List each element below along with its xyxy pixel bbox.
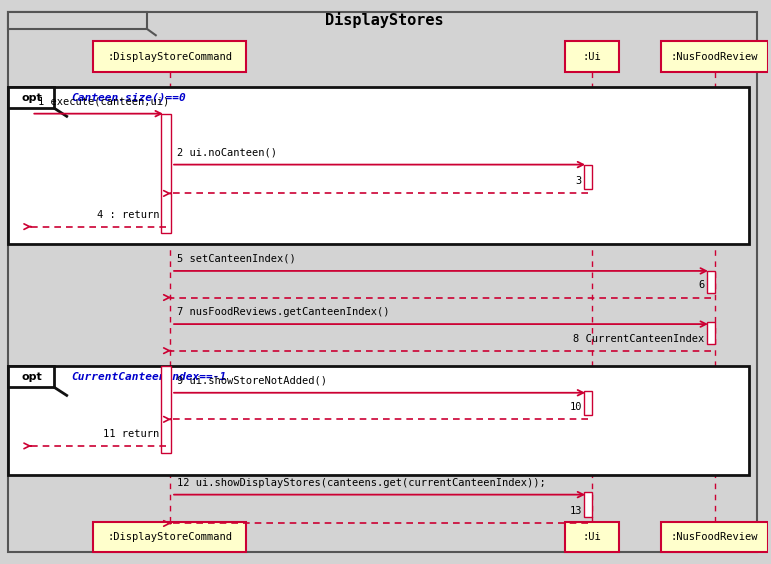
Text: 1 execute(canteen,ui): 1 execute(canteen,ui) (38, 96, 169, 107)
Text: 9 ui.showStoreNotAdded(): 9 ui.showStoreNotAdded() (177, 376, 327, 386)
Text: 13: 13 (569, 506, 582, 517)
Text: DisplayStores: DisplayStores (325, 12, 444, 28)
Text: 3: 3 (576, 177, 582, 186)
Bar (565, 522, 618, 552)
Text: 11 return: 11 return (103, 429, 160, 439)
Text: :DisplayStoreCommand: :DisplayStoreCommand (107, 51, 232, 61)
Bar (8, 87, 55, 108)
Bar (8, 87, 749, 244)
Bar (584, 165, 592, 189)
Text: 4 : return: 4 : return (97, 210, 160, 219)
Bar (706, 322, 715, 344)
Bar (93, 41, 247, 72)
Bar (8, 366, 55, 387)
Text: 12 ui.showDisplayStores(canteens.get(currentCanteenIndex));: 12 ui.showDisplayStores(canteens.get(cur… (177, 478, 546, 487)
Bar (161, 114, 170, 233)
Bar (706, 271, 715, 293)
Bar (661, 41, 769, 72)
Text: :Ui: :Ui (582, 532, 601, 542)
Text: 5 setCanteenIndex(): 5 setCanteenIndex() (177, 254, 296, 264)
Bar (565, 41, 618, 72)
Text: :NusFoodReview: :NusFoodReview (671, 51, 759, 61)
Bar (8, 366, 749, 475)
Bar (584, 492, 592, 517)
Text: :DisplayStoreCommand: :DisplayStoreCommand (107, 532, 232, 542)
Bar (161, 366, 170, 453)
Text: 10: 10 (569, 402, 582, 412)
Text: 6: 6 (699, 280, 705, 290)
Text: Canteen.size()==0: Canteen.size()==0 (72, 92, 186, 103)
Text: opt: opt (21, 92, 42, 103)
Text: CurrentCanteenIndex==-1: CurrentCanteenIndex==-1 (72, 372, 227, 382)
Bar (8, 12, 146, 29)
Text: opt: opt (21, 372, 42, 382)
Bar (584, 390, 592, 415)
Text: 2 ui.noCanteen(): 2 ui.noCanteen() (177, 148, 278, 157)
Bar (93, 522, 247, 552)
Text: :Ui: :Ui (582, 51, 601, 61)
Text: :NusFoodReview: :NusFoodReview (671, 532, 759, 542)
Text: 8 CurrentCanteenIndex: 8 CurrentCanteenIndex (574, 333, 705, 343)
Text: 7 nusFoodReviews.getCanteenIndex(): 7 nusFoodReviews.getCanteenIndex() (177, 307, 390, 317)
Bar (661, 522, 769, 552)
